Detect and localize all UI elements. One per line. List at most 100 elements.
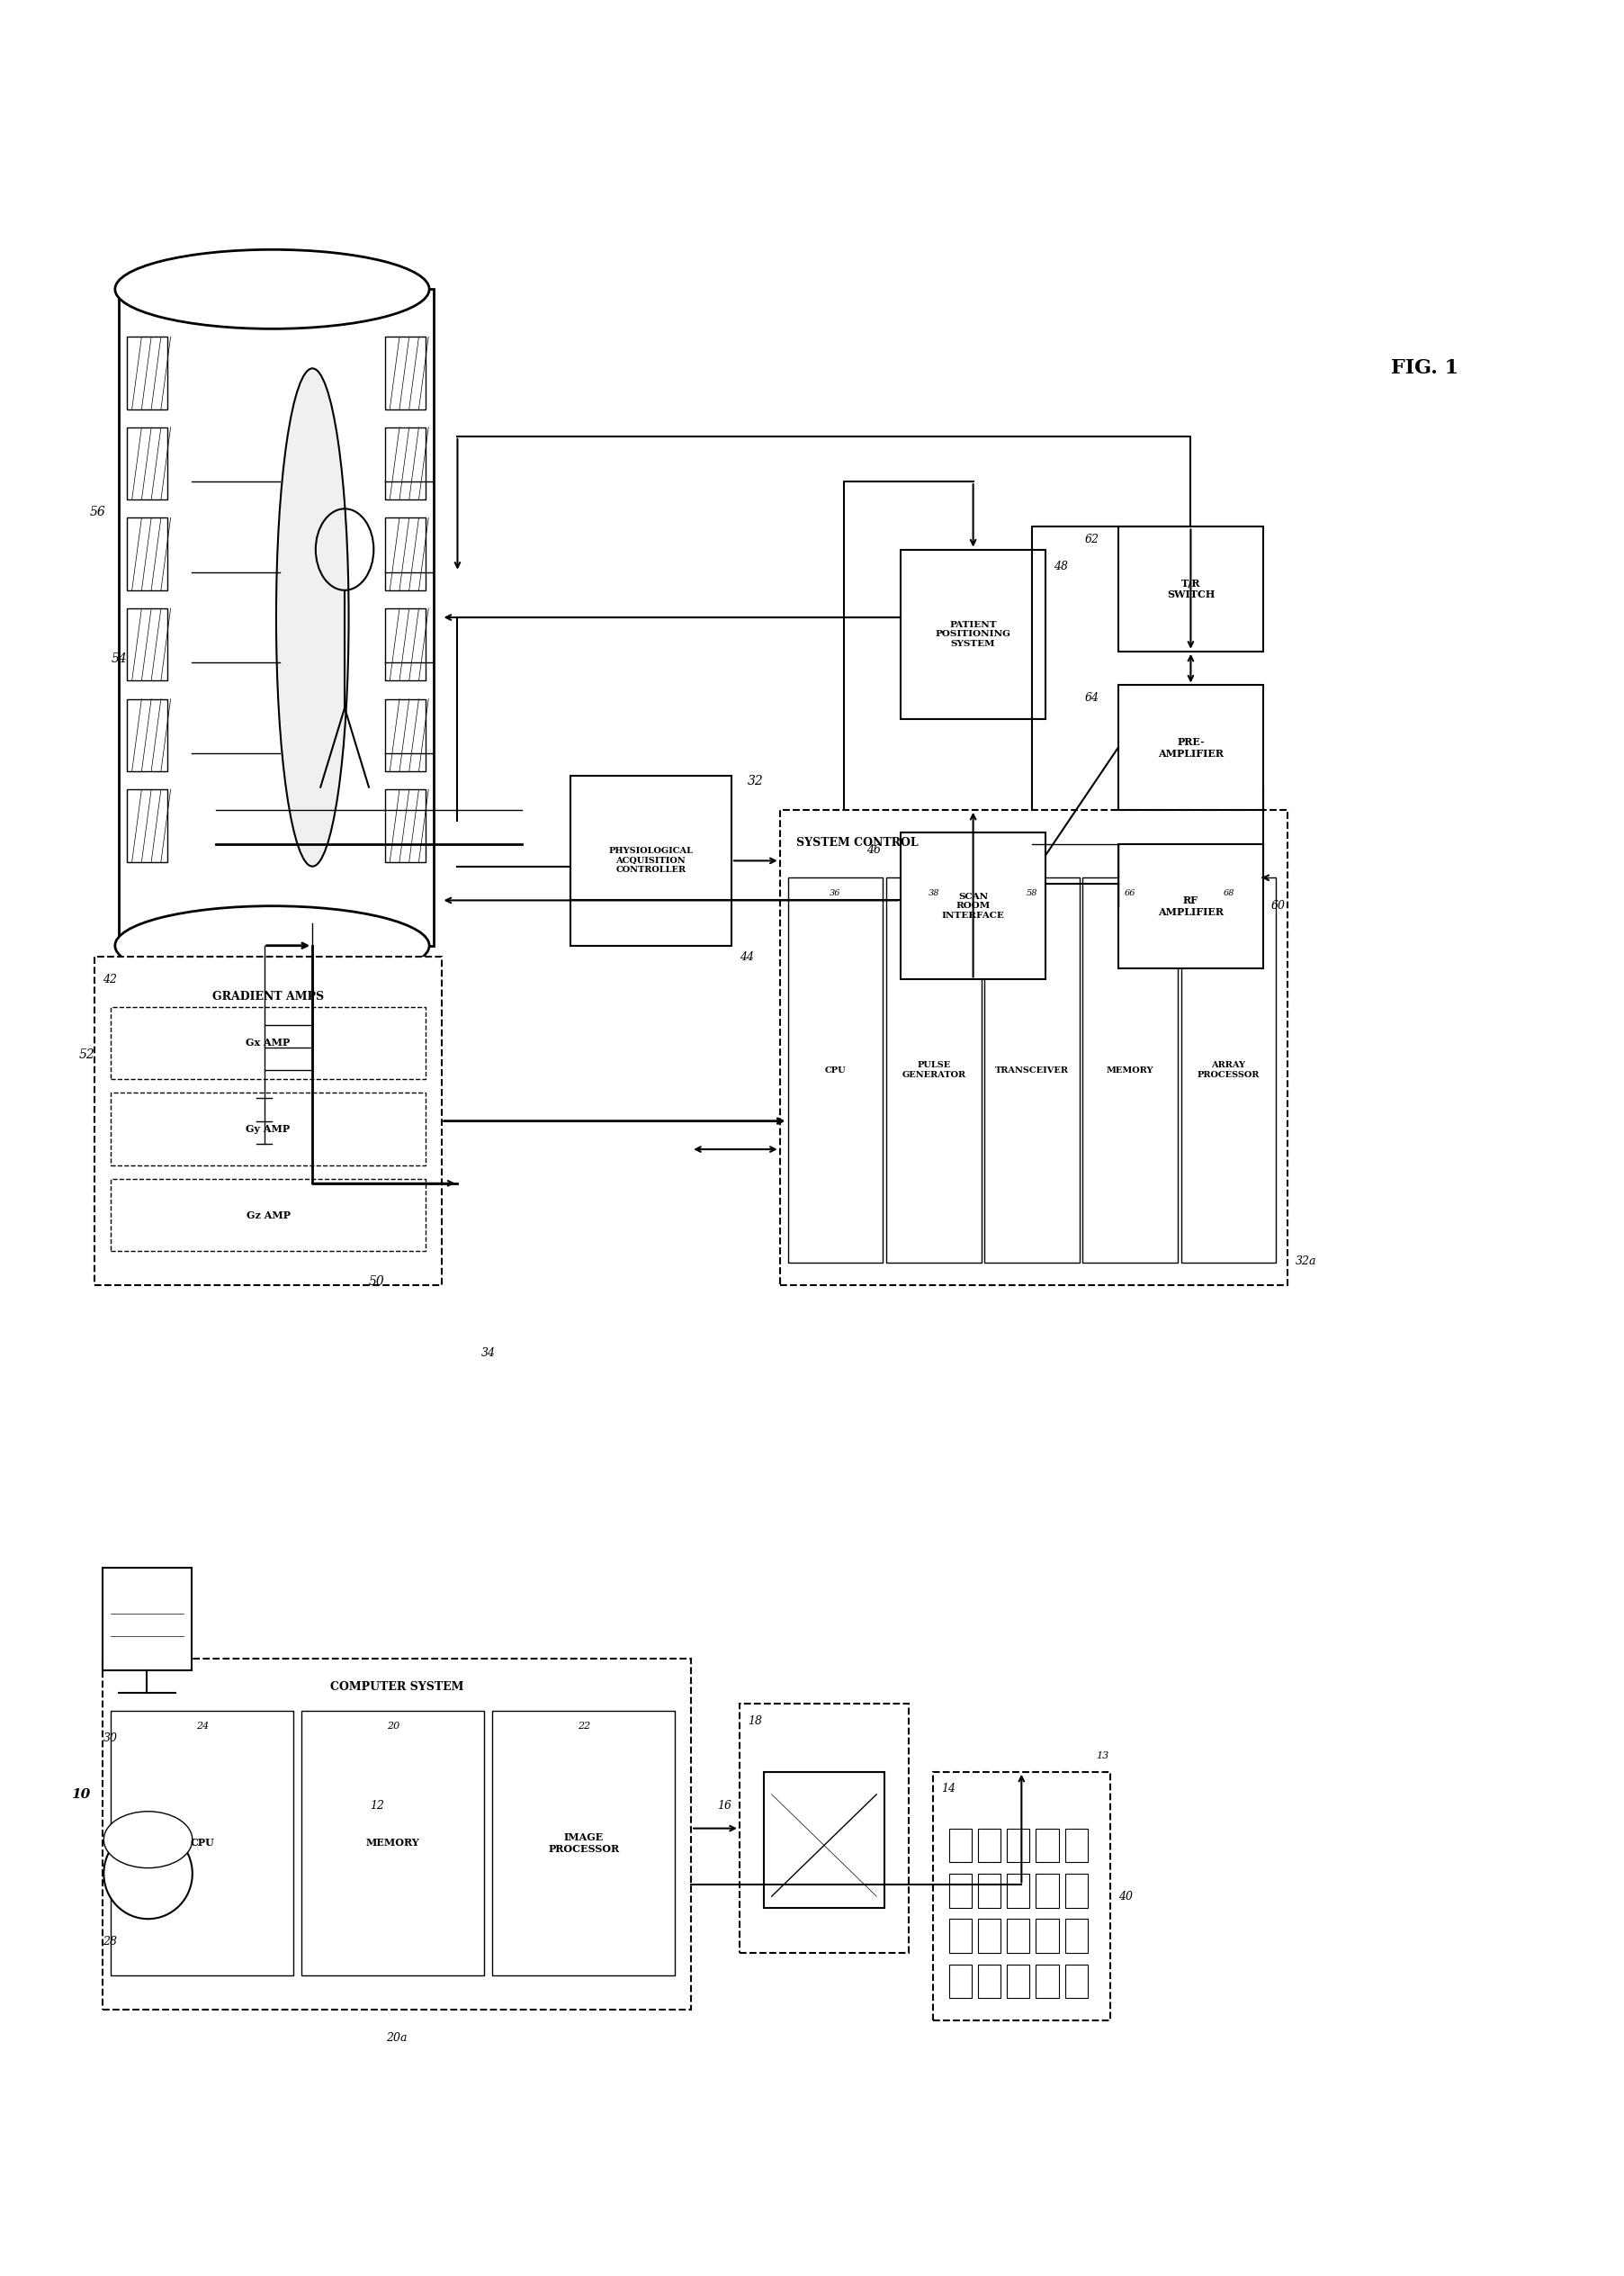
Bar [1007,1873,1030,1907]
Bar [1036,1828,1059,1862]
Bar [1036,1919,1059,1953]
Text: 44: 44 [739,951,754,963]
Text: 50: 50 [369,1275,385,1288]
Text: 16: 16 [718,1800,731,1812]
Text: FIG. 1: FIG. 1 [1390,360,1458,378]
Bar [127,608,167,681]
Text: 13: 13 [1096,1753,1109,1759]
FancyBboxPatch shape [110,1006,425,1079]
Bar [1036,1964,1059,1998]
Text: IMAGE
PROCESSOR: IMAGE PROCESSOR [549,1832,619,1853]
FancyBboxPatch shape [1181,879,1276,1263]
Text: 12: 12 [370,1800,385,1812]
Text: 46: 46 [867,844,882,856]
FancyBboxPatch shape [763,1771,885,1907]
Text: 18: 18 [747,1716,762,1727]
Text: GRADIENT AMPS: GRADIENT AMPS [213,990,323,1001]
Text: PHYSIOLOGICAL
ACQUISITION
CONTROLLER: PHYSIOLOGICAL ACQUISITION CONTROLLER [609,847,693,874]
FancyBboxPatch shape [302,1712,484,1976]
Text: 38: 38 [927,890,939,897]
Ellipse shape [115,250,429,328]
Bar [127,519,167,589]
Bar [1065,1964,1088,1998]
Bar [1065,1919,1088,1953]
Text: 34: 34 [482,1347,495,1359]
Text: 24: 24 [197,1723,209,1732]
Bar [127,428,167,501]
FancyBboxPatch shape [1119,685,1263,810]
FancyBboxPatch shape [110,1092,425,1165]
FancyBboxPatch shape [901,549,1046,719]
Bar [978,1873,1000,1907]
Bar [1007,1828,1030,1862]
FancyBboxPatch shape [739,1705,909,1953]
Text: PATIENT
POSITIONING
SYSTEM: PATIENT POSITIONING SYSTEM [935,621,1010,649]
Text: 10: 10 [71,1789,89,1800]
Text: 20: 20 [387,1723,400,1732]
Text: 64: 64 [1085,692,1099,703]
FancyBboxPatch shape [887,879,981,1263]
Text: CPU: CPU [825,1065,846,1074]
Bar [948,1964,971,1998]
Bar [385,699,425,772]
Text: SYSTEM CONTROL: SYSTEM CONTROL [796,838,918,849]
Text: 32a: 32a [1296,1256,1317,1268]
FancyBboxPatch shape [110,1179,425,1252]
Bar [1007,1964,1030,1998]
Text: COMPUTER SYSTEM: COMPUTER SYSTEM [330,1682,464,1693]
Text: 22: 22 [577,1723,590,1732]
Text: 48: 48 [1054,560,1069,574]
Ellipse shape [104,1828,192,1919]
Bar [978,1828,1000,1862]
Text: 40: 40 [1119,1891,1132,1903]
Bar [385,337,425,410]
FancyBboxPatch shape [984,879,1080,1263]
Text: 30: 30 [102,1732,117,1743]
FancyBboxPatch shape [102,1568,192,1671]
FancyBboxPatch shape [1119,844,1263,967]
FancyBboxPatch shape [1083,879,1177,1263]
FancyBboxPatch shape [94,956,442,1286]
Bar [385,519,425,589]
Text: ARRAY
PROCESSOR: ARRAY PROCESSOR [1197,1061,1260,1079]
Bar [127,699,167,772]
Text: 60: 60 [1272,899,1286,913]
Text: 66: 66 [1125,890,1135,897]
FancyBboxPatch shape [1119,526,1263,651]
Text: 14: 14 [940,1782,955,1796]
Bar [978,1964,1000,1998]
Text: 20a: 20a [387,2032,408,2044]
FancyBboxPatch shape [788,879,883,1263]
Text: 28: 28 [102,1935,117,1948]
Bar [978,1919,1000,1953]
Bar [127,337,167,410]
FancyBboxPatch shape [110,1712,294,1976]
Text: TRANSCEIVER: TRANSCEIVER [996,1065,1069,1074]
Text: 32: 32 [747,774,763,787]
Text: T/R
SWITCH: T/R SWITCH [1166,578,1215,601]
Text: CPU: CPU [190,1839,214,1848]
Bar [1065,1873,1088,1907]
Text: 56: 56 [89,505,106,519]
FancyBboxPatch shape [780,810,1288,1286]
FancyBboxPatch shape [932,1771,1111,2021]
FancyBboxPatch shape [492,1712,676,1976]
Text: Gy AMP: Gy AMP [245,1124,291,1133]
FancyBboxPatch shape [119,289,434,945]
Text: 62: 62 [1085,533,1099,546]
Bar [385,608,425,681]
Ellipse shape [115,906,429,986]
Bar [948,1828,971,1862]
Text: PULSE
GENERATOR: PULSE GENERATOR [901,1061,966,1079]
Bar [1036,1873,1059,1907]
Text: Gx AMP: Gx AMP [245,1038,291,1047]
FancyBboxPatch shape [570,776,731,945]
Text: 54: 54 [110,653,127,665]
Text: 58: 58 [1026,890,1038,897]
Ellipse shape [276,369,349,867]
Bar [1007,1919,1030,1953]
FancyBboxPatch shape [901,833,1046,979]
Bar [1065,1828,1088,1862]
Text: RF
AMPLIFIER: RF AMPLIFIER [1158,894,1223,917]
Bar [127,790,167,863]
